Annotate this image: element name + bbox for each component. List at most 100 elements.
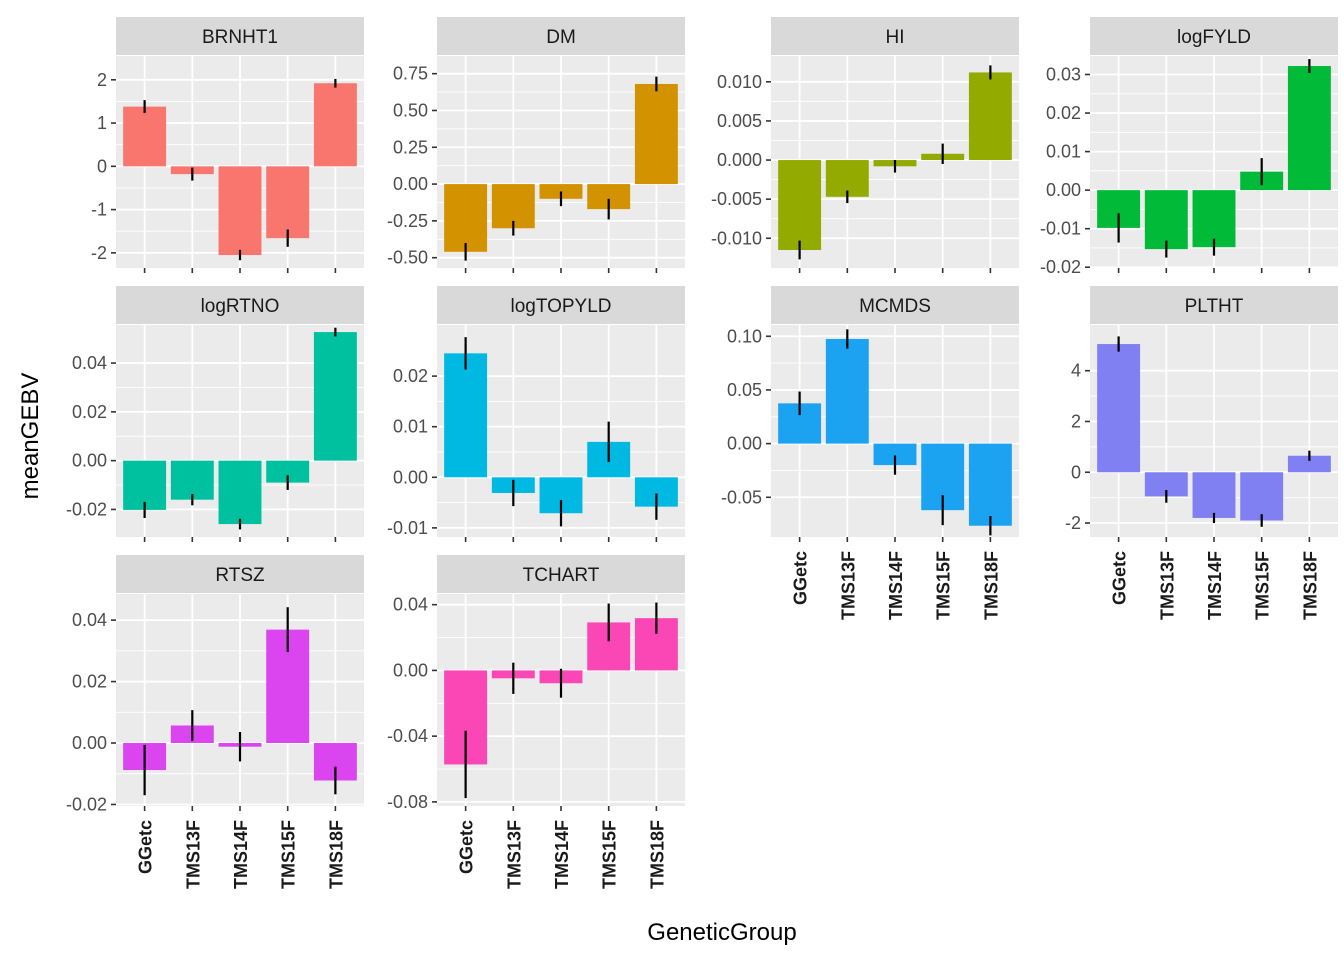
y-tick-label: -0.05 [721,487,762,507]
panel-brnht1: BRNHT1 -2 -1 0 1 2 [91,17,364,273]
x-tick-label: TMS14F [1205,551,1225,620]
y-tick-label: 2 [97,70,107,90]
bar-tms15f [266,166,310,239]
y-tick-label: 0.02 [393,366,428,386]
strip-label: logRTNO [201,296,280,317]
panel-tchart: TCHART -0.08 -0.04 0.00 0.04 GGetc TMS13F TMS14… [387,555,685,889]
x-tick-label: TMS13F [838,551,858,620]
x-tick-label: TMS15F [600,820,620,889]
y-tick-label: 0.04 [72,353,107,373]
strip-label: BRNHT1 [202,27,278,48]
y-tick-label: 0.02 [72,402,107,422]
y-tick-label: -0.50 [387,248,428,268]
panel-logtopyld: logTOPYLD -0.01 0.00 0.01 0.02 [387,286,685,542]
x-tick-label: TMS13F [183,820,203,889]
y-tick-label: 0.000 [717,150,762,170]
x-tick-label: TMS15F [279,820,299,889]
y-tick-label: 0.04 [72,610,107,630]
y-tick-label: 2 [1071,411,1081,431]
y-tick-label: 0.10 [727,326,762,346]
y-tick-label: -2 [1065,513,1081,533]
bar-tms14f [1192,472,1236,518]
y-tick-label: 4 [1071,361,1081,381]
x-tick-label: TMS14F [552,820,572,889]
y-tick-label: 0.03 [1046,65,1081,85]
bar-tms13f [1144,190,1188,250]
bar-tms18f [313,83,357,167]
y-tick-label: 0 [1071,462,1081,482]
bar-ggetc [778,160,822,251]
bar-ggetc [1097,344,1141,473]
y-tick-label: 0.00 [393,174,428,194]
x-tick-label: TMS18F [981,551,1001,620]
y-tick-label: 0.02 [72,672,107,692]
x-tick-label: TMS13F [1157,551,1177,620]
x-tick-label: TMS15F [934,551,954,620]
y-tick-label: -0.04 [387,726,428,746]
y-tick-label: 0.00 [393,660,428,680]
strip-background [1090,286,1338,324]
y-axis-title: meanGEBV [17,373,44,500]
y-tick-label: 0.00 [1046,180,1081,200]
strip-background [116,17,364,55]
x-tick-label: GGetc [1110,551,1130,605]
panel-pltht: PLTHT -2 0 2 4 GGetc TMS13F TMS14F TMS15F TMS18F [1065,286,1338,620]
bar-tms18f [313,332,357,461]
bar-ggetc [444,353,488,478]
strip-label: TCHART [523,565,600,586]
y-tick-label: 0.75 [393,64,428,84]
y-tick-label: 0.50 [393,100,428,120]
strip-background [116,286,364,324]
bar-tms14f [1192,190,1236,248]
y-tick-label: -0.01 [387,518,428,538]
bar-tms15f [266,460,310,483]
strip-background [1090,17,1338,55]
bar-ggetc [123,106,167,167]
y-tick-label: 0 [97,156,107,176]
facet-panels: BRNHT1 -2 -1 0 1 2 DM -0.50 -0.25 0.00 0.25 0.50 0.7… [66,17,1338,889]
y-tick-label: 0.05 [727,380,762,400]
y-tick-label: 0.010 [717,72,762,92]
strip-background [437,17,685,55]
y-tick-label: 0.005 [717,111,762,131]
panel-dm: DM -0.50 -0.25 0.00 0.25 0.50 0.75 [387,17,685,273]
x-tick-label: GGetc [136,820,156,874]
strip-background [116,555,364,593]
x-tick-label: TMS14F [886,551,906,620]
bar-tms13f [825,338,869,444]
y-tick-label: 1 [97,113,107,133]
strip-background [771,286,1019,324]
y-tick-label: -0.005 [711,189,762,209]
strip-label: DM [546,27,576,48]
panel-hi: HI -0.010 -0.005 0.000 0.005 0.010 [711,17,1019,273]
y-tick-label: -0.02 [1040,257,1081,277]
strip-label: PLTHT [1185,296,1244,317]
x-tick-label: TMS18F [326,820,346,889]
x-axis-title: GeneticGroup [647,919,796,946]
y-tick-label: 0.00 [72,451,107,471]
bar-ggetc [123,460,167,510]
panel-rtsz: RTSZ -0.02 0.00 0.02 0.04 GGetc TMS13F TMS14F TM… [66,555,364,889]
bar-tms14f [218,460,262,525]
strip-label: RTSZ [215,565,265,586]
bar-tms18f [1287,66,1331,191]
y-tick-label: 0.04 [393,595,428,615]
y-tick-label: 0.00 [393,467,428,487]
bar-tms15f [1240,472,1284,521]
strip-background [771,17,1019,55]
bar-tms14f [218,166,262,256]
bar-tms18f [968,72,1012,161]
strip-label: MCMDS [859,296,931,317]
strip-label: logFYLD [1177,27,1251,48]
bar-ggetc [444,184,488,252]
y-tick-label: -0.02 [66,499,107,519]
y-tick-label: -0.010 [711,228,762,248]
x-tick-label: GGetc [791,551,811,605]
y-tick-label: -0.02 [66,794,107,814]
y-tick-label: 0.02 [1046,103,1081,123]
y-tick-label: -1 [91,200,107,220]
y-tick-label: 0.01 [393,417,428,437]
x-tick-label: TMS18F [647,820,667,889]
panel-logrtno: logRTNO -0.02 0.00 0.02 0.04 [66,286,364,542]
